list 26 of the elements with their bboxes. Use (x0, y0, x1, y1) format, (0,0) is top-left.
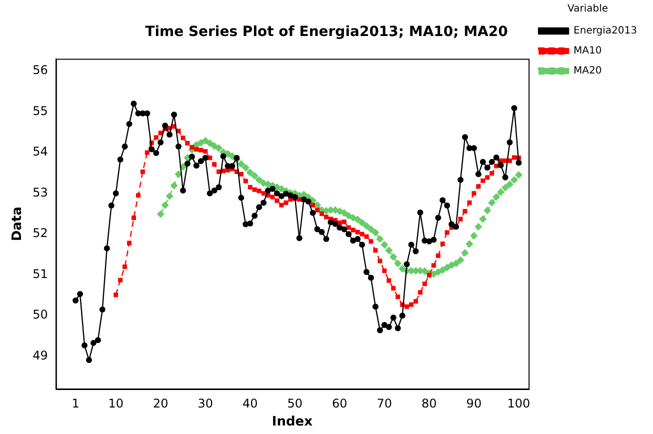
x-tick-label: 20 (152, 396, 168, 410)
x-tick-label: 100 (507, 396, 530, 410)
x-tick-label: 1 (72, 396, 80, 410)
legend-label: MA20 (574, 66, 602, 77)
y-tick-label: 50 (32, 308, 48, 322)
x-tick-label: 60 (332, 396, 348, 410)
x-tick-label: 70 (376, 396, 392, 410)
legend-title: Variable (568, 4, 608, 15)
legend-label: Energia2013 (574, 26, 638, 37)
y-tick-label: 52 (32, 226, 48, 240)
x-tick-label: 80 (422, 396, 437, 410)
x-tick-label: 40 (242, 396, 258, 410)
y-tick-label: 51 (32, 266, 48, 281)
y-tick-label: 54 (32, 144, 48, 159)
x-tick-label: 90 (466, 396, 482, 410)
chart-title: Time Series Plot of Energia2013; MA10; MA20 (145, 24, 508, 40)
y-tick-label: 53 (32, 185, 48, 200)
y-tick-label: 56 (32, 63, 48, 78)
y-tick-label: 49 (32, 348, 48, 363)
x-tick-label: 30 (198, 396, 214, 410)
x-axis-title: Index (272, 414, 314, 430)
y-tick-label: 55 (32, 104, 48, 118)
y-axis-title: Data (10, 206, 26, 242)
x-tick-label: 50 (287, 396, 303, 410)
x-tick-label: 10 (108, 396, 124, 410)
legend-label: MA10 (574, 46, 602, 57)
